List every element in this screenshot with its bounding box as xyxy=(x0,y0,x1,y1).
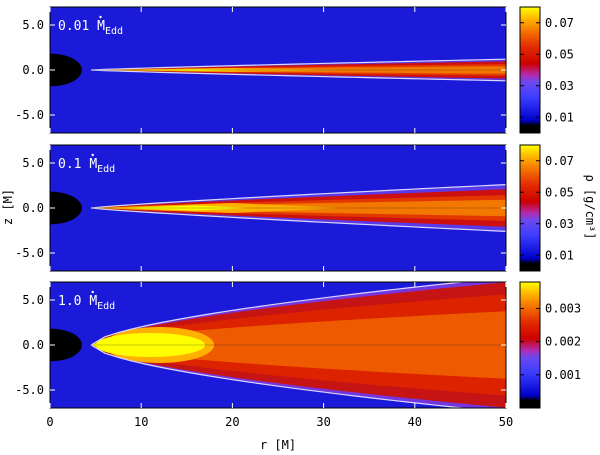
y-tick-label: -5.0 xyxy=(15,108,44,122)
y-tick-label: 0.0 xyxy=(22,201,44,215)
colorbar-tick-label: 0.03 xyxy=(545,79,574,93)
mdot-dot xyxy=(91,290,94,294)
y-tick-label: 5.0 xyxy=(22,293,44,307)
y-tick-label: 0.0 xyxy=(22,338,44,352)
mdot-subscript: Edd xyxy=(97,301,115,312)
plot-area xyxy=(50,7,506,133)
x-axis-label: r [M] xyxy=(260,438,296,452)
x-tick-label: 10 xyxy=(134,415,148,429)
colorbar-tick-label: 0.01 xyxy=(545,110,574,124)
black-hole xyxy=(50,328,82,362)
mdot-subscript: Edd xyxy=(105,26,123,37)
surface-upper xyxy=(90,184,506,209)
y-tick-label: 0.0 xyxy=(22,63,44,77)
y-tick-label: -5.0 xyxy=(15,383,44,397)
mdot-dot xyxy=(99,15,102,19)
x-tick-label: 0 xyxy=(46,415,53,429)
y-tick-label: 5.0 xyxy=(22,18,44,32)
mdot-subscript: Edd xyxy=(97,164,115,175)
x-tick-label: 20 xyxy=(225,415,239,429)
mdot-symbol: M xyxy=(89,157,97,172)
y-axis-label: z [M] xyxy=(1,189,15,225)
colorbar-tick-label: 0.001 xyxy=(545,368,581,382)
surface-lower xyxy=(90,344,469,408)
colorbar-tick-label: 0.07 xyxy=(545,16,574,30)
mdot-dot xyxy=(91,153,94,157)
colorbar xyxy=(519,144,541,272)
mdot-symbol: M xyxy=(97,19,105,34)
y-tick-label: 5.0 xyxy=(22,156,44,170)
black-hole xyxy=(50,53,82,87)
colorbar-tick-label: 0.003 xyxy=(545,302,581,316)
surface-upper xyxy=(90,282,469,346)
colorbar-tick-label: 0.03 xyxy=(545,217,574,231)
surface-lower xyxy=(91,69,506,82)
colorbar-tick-label: 0.07 xyxy=(545,154,574,168)
plot-area xyxy=(50,282,506,408)
colorbar-tick-label: 0.05 xyxy=(545,185,574,199)
x-tick-label: 50 xyxy=(499,415,513,429)
colorbar-tick-label: 0.01 xyxy=(545,248,574,262)
x-tick-label: 30 xyxy=(316,415,330,429)
plot-area xyxy=(50,145,506,271)
colorbar xyxy=(519,281,541,409)
colorbar xyxy=(519,6,541,134)
surface-lower xyxy=(90,207,506,232)
black-hole xyxy=(50,191,82,225)
colorbar-tick-label: 0.002 xyxy=(545,335,581,349)
colorbar-label: ρ [g/cm³] xyxy=(583,174,597,239)
colorbar-tick-label: 0.05 xyxy=(545,47,574,61)
x-tick-label: 40 xyxy=(408,415,422,429)
y-tick-label: -5.0 xyxy=(15,246,44,260)
surface-upper xyxy=(91,58,506,71)
mdot-symbol: M xyxy=(89,294,97,309)
